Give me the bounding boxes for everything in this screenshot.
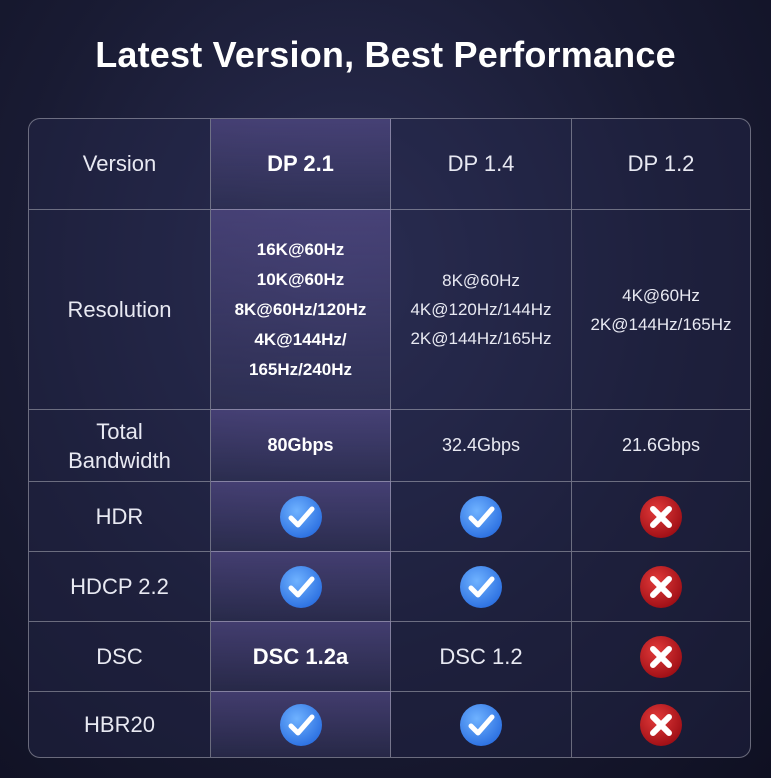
header-cell: DP 2.1 <box>211 119 391 210</box>
cell <box>211 552 391 622</box>
row-label: Resolution <box>29 210 211 410</box>
line: 10K@60Hz <box>256 269 345 289</box>
cell: 4K@60Hz 2K@144Hz/165Hz <box>572 210 750 410</box>
cell <box>572 482 750 552</box>
line: 16K@60Hz <box>256 239 345 259</box>
cell <box>211 692 391 757</box>
cell: DSC 1.2a <box>211 622 391 692</box>
cross-icon <box>639 565 683 609</box>
line: 2K@144Hz/165Hz <box>410 329 552 348</box>
comparison-table: Version DP 2.1 DP 1.4 DP 1.2 Resolution … <box>28 118 751 758</box>
cell <box>572 622 750 692</box>
row-label: HDCP 2.2 <box>29 552 211 622</box>
line: 2K@144Hz/165Hz <box>590 314 732 334</box>
check-icon <box>279 495 323 539</box>
line: 8K@60Hz/120Hz <box>234 299 367 319</box>
cell <box>391 552 572 622</box>
check-icon <box>459 703 503 747</box>
line: 8K@60Hz <box>442 271 520 290</box>
label-text: Total Bandwidth <box>68 418 171 473</box>
cell <box>391 692 572 757</box>
line: 4K@120Hz/144Hz <box>410 300 552 319</box>
cell: 21.6Gbps <box>572 410 750 482</box>
row-label: HBR20 <box>29 692 211 757</box>
check-icon <box>279 565 323 609</box>
header-cell: DP 1.4 <box>391 119 572 210</box>
cell <box>572 552 750 622</box>
cell <box>572 692 750 757</box>
check-icon <box>459 565 503 609</box>
check-icon <box>459 495 503 539</box>
row-label: HDR <box>29 482 211 552</box>
cell: 32.4Gbps <box>391 410 572 482</box>
cell <box>211 482 391 552</box>
cell <box>391 482 572 552</box>
cross-icon <box>639 495 683 539</box>
cell: DSC 1.2 <box>391 622 572 692</box>
check-icon <box>279 703 323 747</box>
line: 165Hz/240Hz <box>248 359 352 379</box>
cross-icon <box>639 635 683 679</box>
cell: 80Gbps <box>211 410 391 482</box>
header-cell: DP 1.2 <box>572 119 750 210</box>
line: 4K@60Hz <box>622 285 700 305</box>
row-label: DSC <box>29 622 211 692</box>
row-label: Version <box>29 119 211 210</box>
cell: 16K@60Hz 10K@60Hz 8K@60Hz/120Hz 4K@144Hz… <box>211 210 391 410</box>
line: 4K@144Hz/ <box>254 329 347 349</box>
cross-icon <box>639 703 683 747</box>
row-label: Total Bandwidth <box>29 410 211 482</box>
title: Latest Version, Best Performance <box>95 34 676 75</box>
cell: 8K@60Hz 4K@120Hz/144Hz 2K@144Hz/165Hz <box>391 210 572 410</box>
